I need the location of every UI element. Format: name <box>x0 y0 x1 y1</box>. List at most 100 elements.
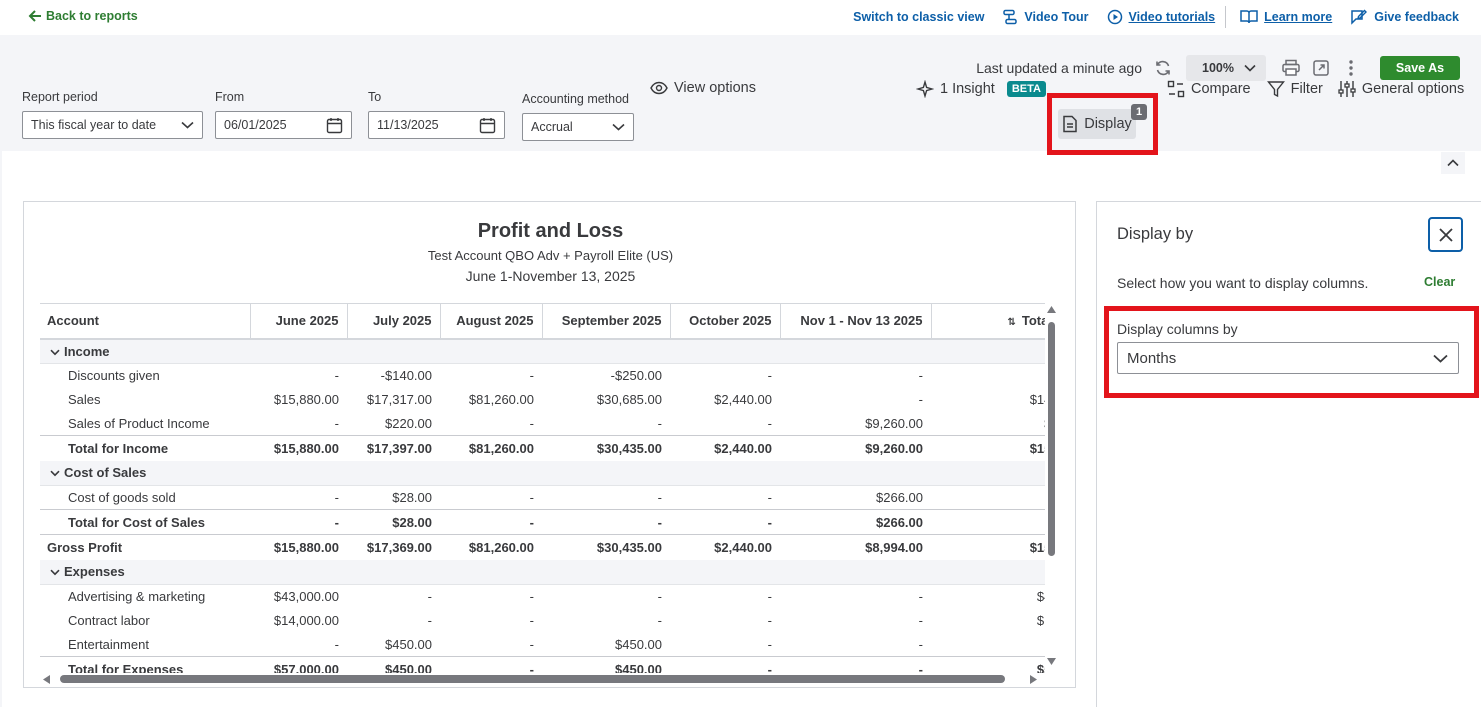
amount-cell[interactable]: $2,440.00 <box>670 388 780 412</box>
give-feedback-link[interactable]: Give feedback <box>1350 8 1459 26</box>
column-header[interactable]: ⇅ Total <box>931 303 1045 340</box>
amount-cell[interactable]: $220.00 <box>347 412 440 436</box>
video-tutorials-link[interactable]: Video tutorials <box>1107 9 1215 25</box>
sort-icon[interactable]: ⇅ <box>1007 317 1016 329</box>
amount-cell[interactable]: $43,000.00 <box>931 585 1045 609</box>
amount-cell[interactable]: $28.00 <box>347 509 440 535</box>
column-header[interactable]: October 2025 <box>670 303 781 340</box>
amount-cell[interactable]: $81,260.00 <box>440 435 542 461</box>
amount-cell[interactable]: $2,440.00 <box>670 435 780 461</box>
insight-button[interactable]: 1 Insight BETA <box>916 80 1046 98</box>
column-header[interactable]: Nov 1 - Nov 13 2025 <box>780 303 932 340</box>
switch-classic-view-link[interactable]: Switch to classic view <box>853 10 984 24</box>
column-header[interactable]: August 2025 <box>440 303 543 340</box>
amount-cell[interactable]: $17,317.00 <box>347 388 440 412</box>
section-row[interactable]: Expenses <box>40 559 1045 585</box>
scroll-left-icon[interactable] <box>43 675 50 684</box>
amount-cell[interactable]: $266.00 <box>780 486 931 510</box>
amount-cell[interactable]: $156,672.00 <box>931 435 1045 461</box>
amount-cell[interactable]: $43,000.00 <box>250 585 347 609</box>
calendar-icon[interactable] <box>479 117 496 134</box>
more-options-icon[interactable] <box>1340 57 1362 79</box>
from-date-field[interactable]: 06/01/2025 <box>215 111 352 139</box>
scroll-right-icon[interactable] <box>1030 675 1037 684</box>
amount-cell[interactable]: $9,260.00 <box>780 435 931 461</box>
vertical-scroll-thumb[interactable] <box>1048 322 1055 556</box>
to-date-field[interactable]: 11/13/2025 <box>368 111 505 139</box>
amount-cell[interactable]: -$390.00 <box>931 364 1045 388</box>
accounting-method-select[interactable]: Accrual <box>522 113 634 141</box>
amount-cell[interactable]: -$250.00 <box>542 364 670 388</box>
amount-cell[interactable]: $156,378.00 <box>931 534 1045 560</box>
video-tour-link[interactable]: Video Tour <box>1002 9 1089 25</box>
amount-cell[interactable]: $81,260.00 <box>440 534 542 560</box>
amount-cell[interactable]: $294.00 <box>931 486 1045 510</box>
column-header[interactable]: June 2025 <box>250 303 348 340</box>
view-options-button[interactable]: View options <box>650 80 756 96</box>
display-button[interactable]: Display <box>1058 109 1136 139</box>
amount-cell[interactable]: $30,435.00 <box>542 534 670 560</box>
learn-more-link[interactable]: Learn more <box>1240 9 1332 25</box>
cell-value: $156,378.00 <box>1029 539 1045 555</box>
export-icon[interactable] <box>1310 57 1332 79</box>
amount-cell[interactable]: $30,435.00 <box>542 435 670 461</box>
cell-value: $30,435.00 <box>596 440 662 456</box>
print-icon[interactable] <box>1280 57 1302 79</box>
scroll-down-icon[interactable] <box>1047 658 1056 665</box>
calendar-icon[interactable] <box>326 117 343 134</box>
column-header-account[interactable]: Account <box>40 303 251 340</box>
amount-cell[interactable]: $15,880.00 <box>250 435 347 461</box>
save-as-button[interactable]: Save As <box>1380 56 1460 80</box>
amount-cell[interactable]: $266.00 <box>780 509 931 535</box>
report-period-select[interactable]: This fiscal year to date <box>22 111 203 139</box>
amount-cell[interactable]: $81,260.00 <box>440 388 542 412</box>
display-columns-select[interactable]: Months <box>1117 342 1459 374</box>
amount-cell[interactable]: $450.00 <box>347 656 440 673</box>
amount-cell[interactable]: $14,000.00 <box>931 609 1045 633</box>
close-panel-button[interactable] <box>1428 217 1463 252</box>
amount-cell[interactable]: $8,994.00 <box>780 534 931 560</box>
amount-cell[interactable]: $900.00 <box>931 633 1045 657</box>
amount-cell[interactable]: $15,880.00 <box>250 388 347 412</box>
amount-cell[interactable]: $30,685.00 <box>542 388 670 412</box>
chevron-down-icon[interactable] <box>50 567 64 579</box>
zoom-select[interactable]: 100% <box>1186 55 1266 81</box>
section-row[interactable]: Income <box>40 338 1045 364</box>
column-header[interactable]: July 2025 <box>347 303 441 340</box>
amount-cell[interactable]: -$140.00 <box>347 364 440 388</box>
amount-cell[interactable]: $450.00 <box>542 656 670 673</box>
chevron-down-icon[interactable] <box>50 347 64 359</box>
account-cell: Gross Profit <box>40 534 250 560</box>
refresh-icon[interactable] <box>1152 57 1174 79</box>
amount-cell[interactable]: $15,880.00 <box>250 534 347 560</box>
chevron-down-icon[interactable] <box>50 468 64 480</box>
scroll-up-icon[interactable] <box>1047 306 1056 313</box>
column-header[interactable]: September 2025 <box>542 303 671 340</box>
filter-button[interactable]: Filter <box>1266 80 1323 98</box>
amount-cell[interactable]: $17,397.00 <box>347 435 440 461</box>
amount-cell[interactable]: $294.00 <box>931 509 1045 535</box>
amount-cell[interactable]: $147,582.00 <box>931 388 1045 412</box>
amount-cell[interactable]: $28.00 <box>347 486 440 510</box>
amount-cell[interactable]: $450.00 <box>347 633 440 657</box>
amount-cell <box>440 559 542 585</box>
amount-cell[interactable]: $57,900.00 <box>931 656 1045 673</box>
general-options-button[interactable]: General options <box>1338 80 1464 98</box>
amount-cell[interactable]: $9,260.00 <box>780 412 931 436</box>
back-to-reports-link[interactable]: Back to reports <box>28 9 138 23</box>
compare-button[interactable]: Compare <box>1167 80 1251 98</box>
amount-cell[interactable]: $57,000.00 <box>250 656 347 673</box>
amount-cell[interactable]: $14,000.00 <box>250 609 347 633</box>
amount-cell[interactable]: $17,369.00 <box>347 534 440 560</box>
amount-cell: - <box>670 364 780 388</box>
clear-link[interactable]: Clear <box>1424 275 1456 289</box>
amount-cell[interactable]: $2,440.00 <box>670 534 780 560</box>
report-title: Profit and Loss <box>477 220 624 242</box>
horizontal-scroll-thumb[interactable] <box>60 675 1005 683</box>
collapse-header-button[interactable] <box>1441 152 1465 174</box>
amount-cell[interactable]: $9,480.00 <box>931 412 1045 436</box>
section-row[interactable]: Cost of Sales <box>40 460 1045 486</box>
amount-cell[interactable]: $450.00 <box>542 633 670 657</box>
horizontal-scrollbar[interactable] <box>40 672 1045 686</box>
vertical-scrollbar[interactable] <box>1044 306 1058 672</box>
